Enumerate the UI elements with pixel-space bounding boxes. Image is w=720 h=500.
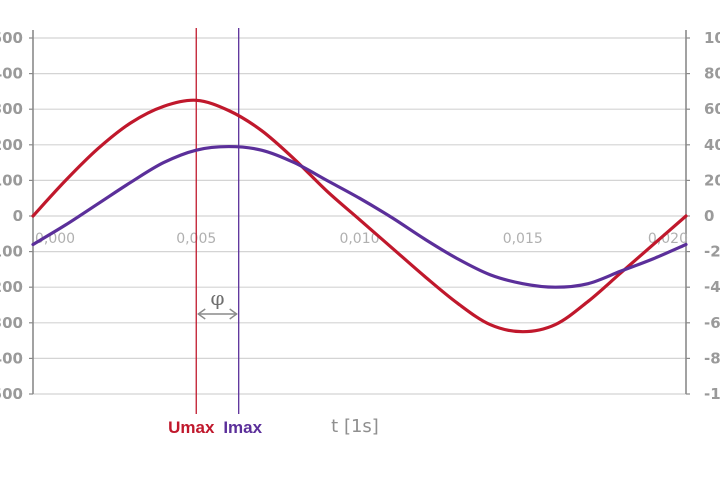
series-lines: [31, 98, 688, 334]
right-tick-label: 40: [704, 136, 720, 154]
right-tick-label: -40: [704, 278, 720, 296]
phase-symbol: φ: [210, 286, 224, 310]
axes: [29, 30, 690, 395]
right-tick-label: 100: [704, 29, 720, 47]
max-markers: Umax Imax: [168, 28, 263, 437]
left-tick-label: -500: [0, 385, 23, 403]
x-tick-label: 0,010: [339, 231, 379, 247]
right-tick-label: 0: [704, 207, 714, 225]
right-tick-label: 20: [704, 171, 720, 189]
left-tick-label: 400: [0, 65, 23, 83]
left-tick-label: -400: [0, 349, 23, 367]
umax-label: Umax: [168, 418, 215, 437]
left-tick-label: -300: [0, 314, 23, 332]
imax-label: Imax: [223, 418, 262, 437]
left-tick-label: 0: [13, 207, 23, 225]
x-tick-label: 0,020: [648, 231, 688, 247]
left-tick-label: 500: [0, 29, 23, 47]
right-tick-label: -20: [704, 243, 720, 261]
left-tick-label: -200: [0, 278, 23, 296]
right-tick-label: -80: [704, 349, 720, 367]
x-tick-label: 0,000: [35, 231, 75, 247]
phase-arrowhead-left: [197, 308, 206, 320]
grid-lines: [33, 37, 686, 395]
right-tick-label: -100: [704, 385, 720, 403]
current-series-line: [31, 144, 688, 289]
left-tick-label: 100: [0, 171, 23, 189]
left-tick-label: 200: [0, 136, 23, 154]
tick-labels: 5001004008030060200401002000-100-20-200-…: [0, 29, 720, 403]
right-tick-label: -60: [704, 314, 720, 332]
phase-annotation: φ: [197, 286, 238, 320]
right-tick-label: 60: [704, 100, 720, 118]
right-tick-label: 80: [704, 65, 720, 83]
left-tick-label: 300: [0, 100, 23, 118]
x-tick-label: 0,015: [503, 231, 543, 247]
x-axis-label: t [1s]: [331, 416, 379, 437]
voltage-series-line: [31, 98, 688, 334]
phase-arrowhead-right: [229, 308, 238, 320]
left-tick-label: -100: [0, 243, 23, 261]
